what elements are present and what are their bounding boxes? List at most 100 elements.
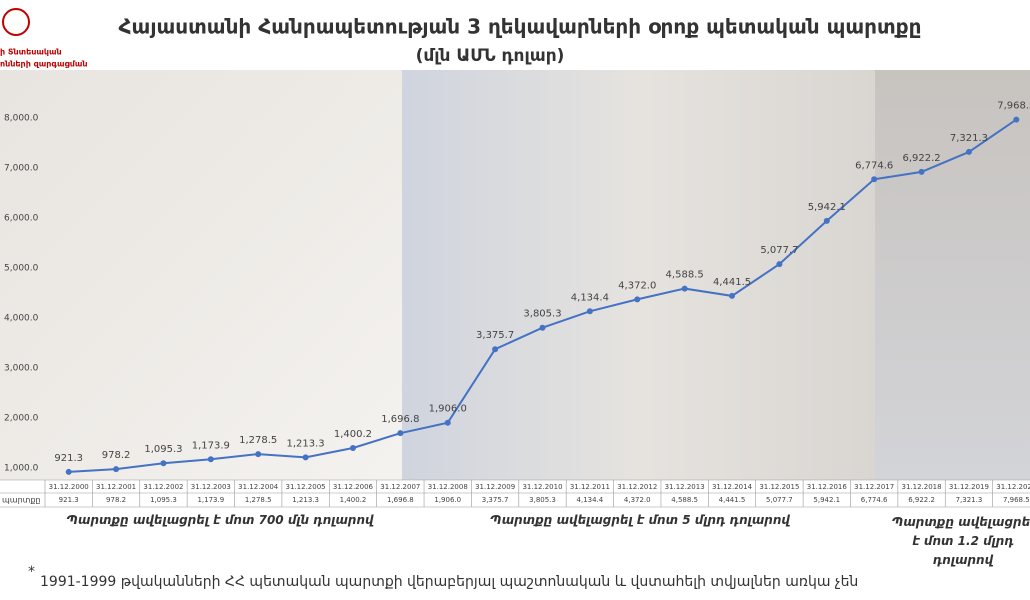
table-value: 4,441.5 — [719, 496, 746, 504]
table-value: 1,696.8 — [387, 496, 414, 504]
point — [444, 419, 451, 426]
chart-subtitle: (մլն ԱՄՆ դոլար) — [416, 46, 565, 66]
x-tick-label: 31.12.2014 — [712, 483, 753, 491]
table-value: 1,095.3 — [150, 496, 177, 504]
point — [207, 456, 214, 463]
header-bg — [0, 0, 1030, 70]
x-tick-label: 31.12.2012 — [617, 483, 657, 491]
annotation: Պարտքը ավելացրել է մոտ 5 մլրդ դոլարով — [490, 513, 790, 527]
x-tick-label: 31.12.2003 — [191, 483, 231, 491]
data-label: 5,077.7 — [760, 245, 798, 256]
table-value: 7,968.5 — [1003, 496, 1030, 504]
point — [160, 460, 167, 467]
x-tick-label: 31.12.2006 — [333, 483, 374, 491]
point — [302, 454, 309, 461]
footnote-mark: * — [28, 564, 35, 580]
x-tick-label: 31.12.2019 — [949, 483, 989, 491]
x-tick-label: 31.12.2008 — [428, 483, 468, 491]
y-tick-label: 8,000.0 — [4, 114, 39, 124]
chart-title: Հայաստանի Հանրապետության 3 ղեկավարների օ… — [119, 15, 922, 39]
x-tick-label: 31.12.2005 — [286, 483, 326, 491]
point — [918, 168, 925, 175]
photo-panel — [875, 70, 1030, 480]
point — [823, 217, 830, 224]
photo-panel — [402, 70, 875, 480]
y-tick-label: 4,000.0 — [4, 314, 39, 324]
x-tick-label: 31.12.2018 — [902, 483, 942, 491]
data-label: 6,774.6 — [855, 160, 893, 171]
point — [776, 261, 783, 268]
y-tick-label: 1,000.0 — [4, 464, 39, 474]
data-label: 1,696.8 — [381, 414, 419, 425]
table-value: 978.2 — [106, 496, 126, 504]
table-value: 1,400.2 — [340, 496, 367, 504]
table-value: 1,173.9 — [197, 496, 224, 504]
x-tick-label: 31.12.2011 — [570, 483, 610, 491]
data-label: 4,372.0 — [618, 280, 656, 291]
table-value: 3,375.7 — [482, 496, 509, 504]
point — [1013, 116, 1020, 123]
point — [255, 451, 262, 458]
annotation: Պարտքը ավելացրել է մոտ 700 մլն դոլարով — [66, 513, 374, 527]
x-tick-label: 31.12.2013 — [665, 483, 705, 491]
data-label: 1,400.2 — [334, 429, 372, 440]
data-label: 3,375.7 — [476, 330, 514, 341]
table-value: 5,942.1 — [813, 496, 840, 504]
point — [492, 346, 499, 353]
footnote: 1991-1999 թվականների ՀՀ պետական պարտքի վ… — [40, 574, 858, 590]
x-tick-label: 31.12.2001 — [96, 483, 136, 491]
table-value: 4,588.5 — [671, 496, 698, 504]
table-value: 1,213.3 — [292, 496, 319, 504]
point — [539, 324, 546, 331]
data-label: 1,173.9 — [192, 440, 230, 451]
x-tick-label: 31.12.2007 — [380, 483, 420, 491]
point — [681, 285, 688, 292]
logo-text: ոնների զարգացման — [0, 60, 88, 69]
x-tick-label: 31.12.2016 — [807, 483, 848, 491]
x-tick-label: 31.12.2015 — [759, 483, 799, 491]
table-value: 1,278.5 — [245, 496, 272, 504]
data-label: 5,942.1 — [808, 202, 846, 213]
data-label: 978.2 — [102, 450, 131, 461]
annotation: Պարտքը ավելացրել է մոտ 1.2 մլրդ դոլարով — [891, 515, 1030, 567]
table-value: 921.3 — [59, 496, 79, 504]
point — [586, 308, 593, 315]
point — [397, 430, 404, 437]
row-label: պարտքը — [2, 496, 41, 505]
y-tick-label: 2,000.0 — [4, 414, 39, 424]
photo-panel — [0, 70, 402, 480]
point — [634, 296, 641, 303]
data-label: 4,588.5 — [666, 270, 704, 281]
x-tick-label: 31.12.2000 — [49, 483, 89, 491]
point — [113, 466, 120, 473]
logo — [2, 8, 30, 36]
data-label: 4,134.4 — [571, 292, 609, 303]
data-label: 1,095.3 — [144, 444, 182, 455]
point — [729, 292, 736, 299]
x-tick-label: 31.12.2002 — [143, 483, 183, 491]
table-value: 4,372.0 — [624, 496, 651, 504]
data-label: 6,922.2 — [902, 153, 940, 164]
data-label: 4,441.5 — [713, 277, 751, 288]
x-tick-label: 31.12.2020 — [996, 483, 1030, 491]
x-tick-label: 31.12.2004 — [238, 483, 279, 491]
data-label: 1,906.0 — [429, 404, 467, 415]
data-label: 921.3 — [54, 453, 83, 464]
data-label: 7,321.3 — [950, 133, 988, 144]
data-label: 3,805.3 — [523, 309, 561, 320]
logo-text: ի Տնտեսական — [0, 48, 62, 57]
table-value: 3,805.3 — [529, 496, 556, 504]
table-value: 6,922.2 — [908, 496, 935, 504]
y-tick-label: 7,000.0 — [4, 164, 39, 174]
table-value: 1,906.0 — [434, 496, 461, 504]
data-label: 7,968.5 — [997, 101, 1030, 112]
point — [65, 468, 72, 475]
table-value: 5,077.7 — [766, 496, 793, 504]
table-value: 7,321.3 — [956, 496, 983, 504]
point — [349, 444, 356, 451]
data-label: 1,213.3 — [287, 438, 325, 449]
x-tick-label: 31.12.2017 — [854, 483, 894, 491]
table-value: 4,134.4 — [577, 496, 604, 504]
